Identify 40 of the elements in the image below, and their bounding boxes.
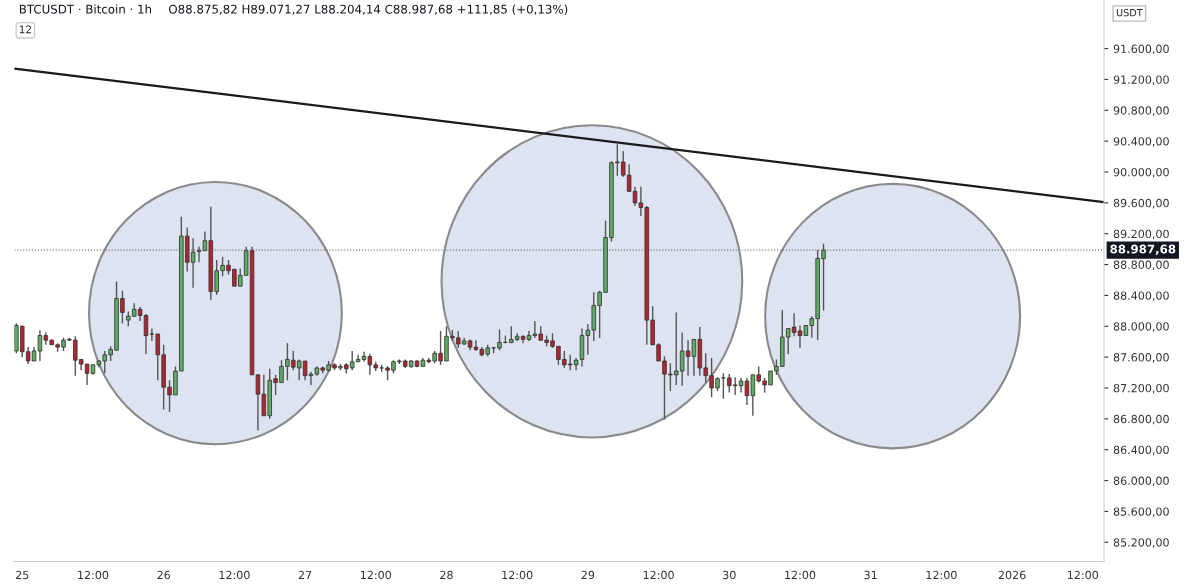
y-tick-label: 87.200,00	[1113, 383, 1169, 394]
x-tick-label: 12:00	[502, 570, 533, 580]
x-tick-label: 12:00	[360, 570, 392, 580]
x-tick-label: 27	[298, 570, 312, 580]
y-tick-label: 87.600,00	[1113, 353, 1169, 363]
y-tick-label: 85.200,00	[1113, 538, 1169, 548]
ref-line-label: 88.987,68	[1110, 244, 1176, 256]
y-tick-label: 91.200,00	[1113, 75, 1169, 85]
x-tick-label: 26	[157, 570, 171, 580]
y-tick-label: 85.600,00	[1113, 507, 1169, 517]
y-tick-label: 89.200,00	[1113, 229, 1169, 240]
annotation: O88.875,82 H89.071,27 L88.204,14 C88.987,68 +111,85 (+0,13%)	[169, 4, 568, 16]
x-tick-label: 25	[16, 570, 29, 580]
x-tick-label: 2026	[998, 570, 1026, 580]
y-tick-label: 90.800,00	[1113, 106, 1169, 116]
candlestick	[497, 328, 502, 351]
x-tick-label: 30	[723, 570, 736, 580]
y-tick-label: 89.600,00	[1113, 198, 1169, 209]
chart-title: BTCUSDT · Bitcoin · 1h	[19, 4, 152, 14]
x-tick-label: 28	[440, 570, 453, 580]
y-axis-title: USDT	[1116, 8, 1143, 17]
y-tick-label: 88.000,00	[1113, 322, 1169, 332]
x-tick-label: 12:00	[78, 570, 109, 580]
y-tick-label: 88.800,00	[1113, 260, 1169, 271]
x-tick-label: 12:00	[926, 570, 957, 580]
y-tick-label: 88.400,00	[1113, 291, 1169, 301]
x-tick-label: 31	[864, 570, 877, 580]
x-tick-label: 12:00	[219, 570, 250, 580]
y-tick-label: 86.800,00	[1113, 414, 1169, 425]
annotation: 12	[19, 25, 31, 34]
x-tick-label: 12:00	[643, 570, 674, 580]
y-tick-label: 86.000,00	[1113, 476, 1169, 487]
y-tick-label: 86.400,00	[1113, 445, 1169, 456]
candlestick	[721, 372, 726, 400]
y-tick-label: 91.600,00	[1113, 44, 1169, 55]
y-tick-label: 90.000,00	[1113, 167, 1169, 178]
x-tick-label: 29	[581, 570, 595, 580]
x-tick-label: 12:00	[785, 570, 816, 580]
y-tick-label: 90.400,00	[1113, 137, 1169, 147]
x-tick-label: 12:00	[1068, 570, 1099, 580]
